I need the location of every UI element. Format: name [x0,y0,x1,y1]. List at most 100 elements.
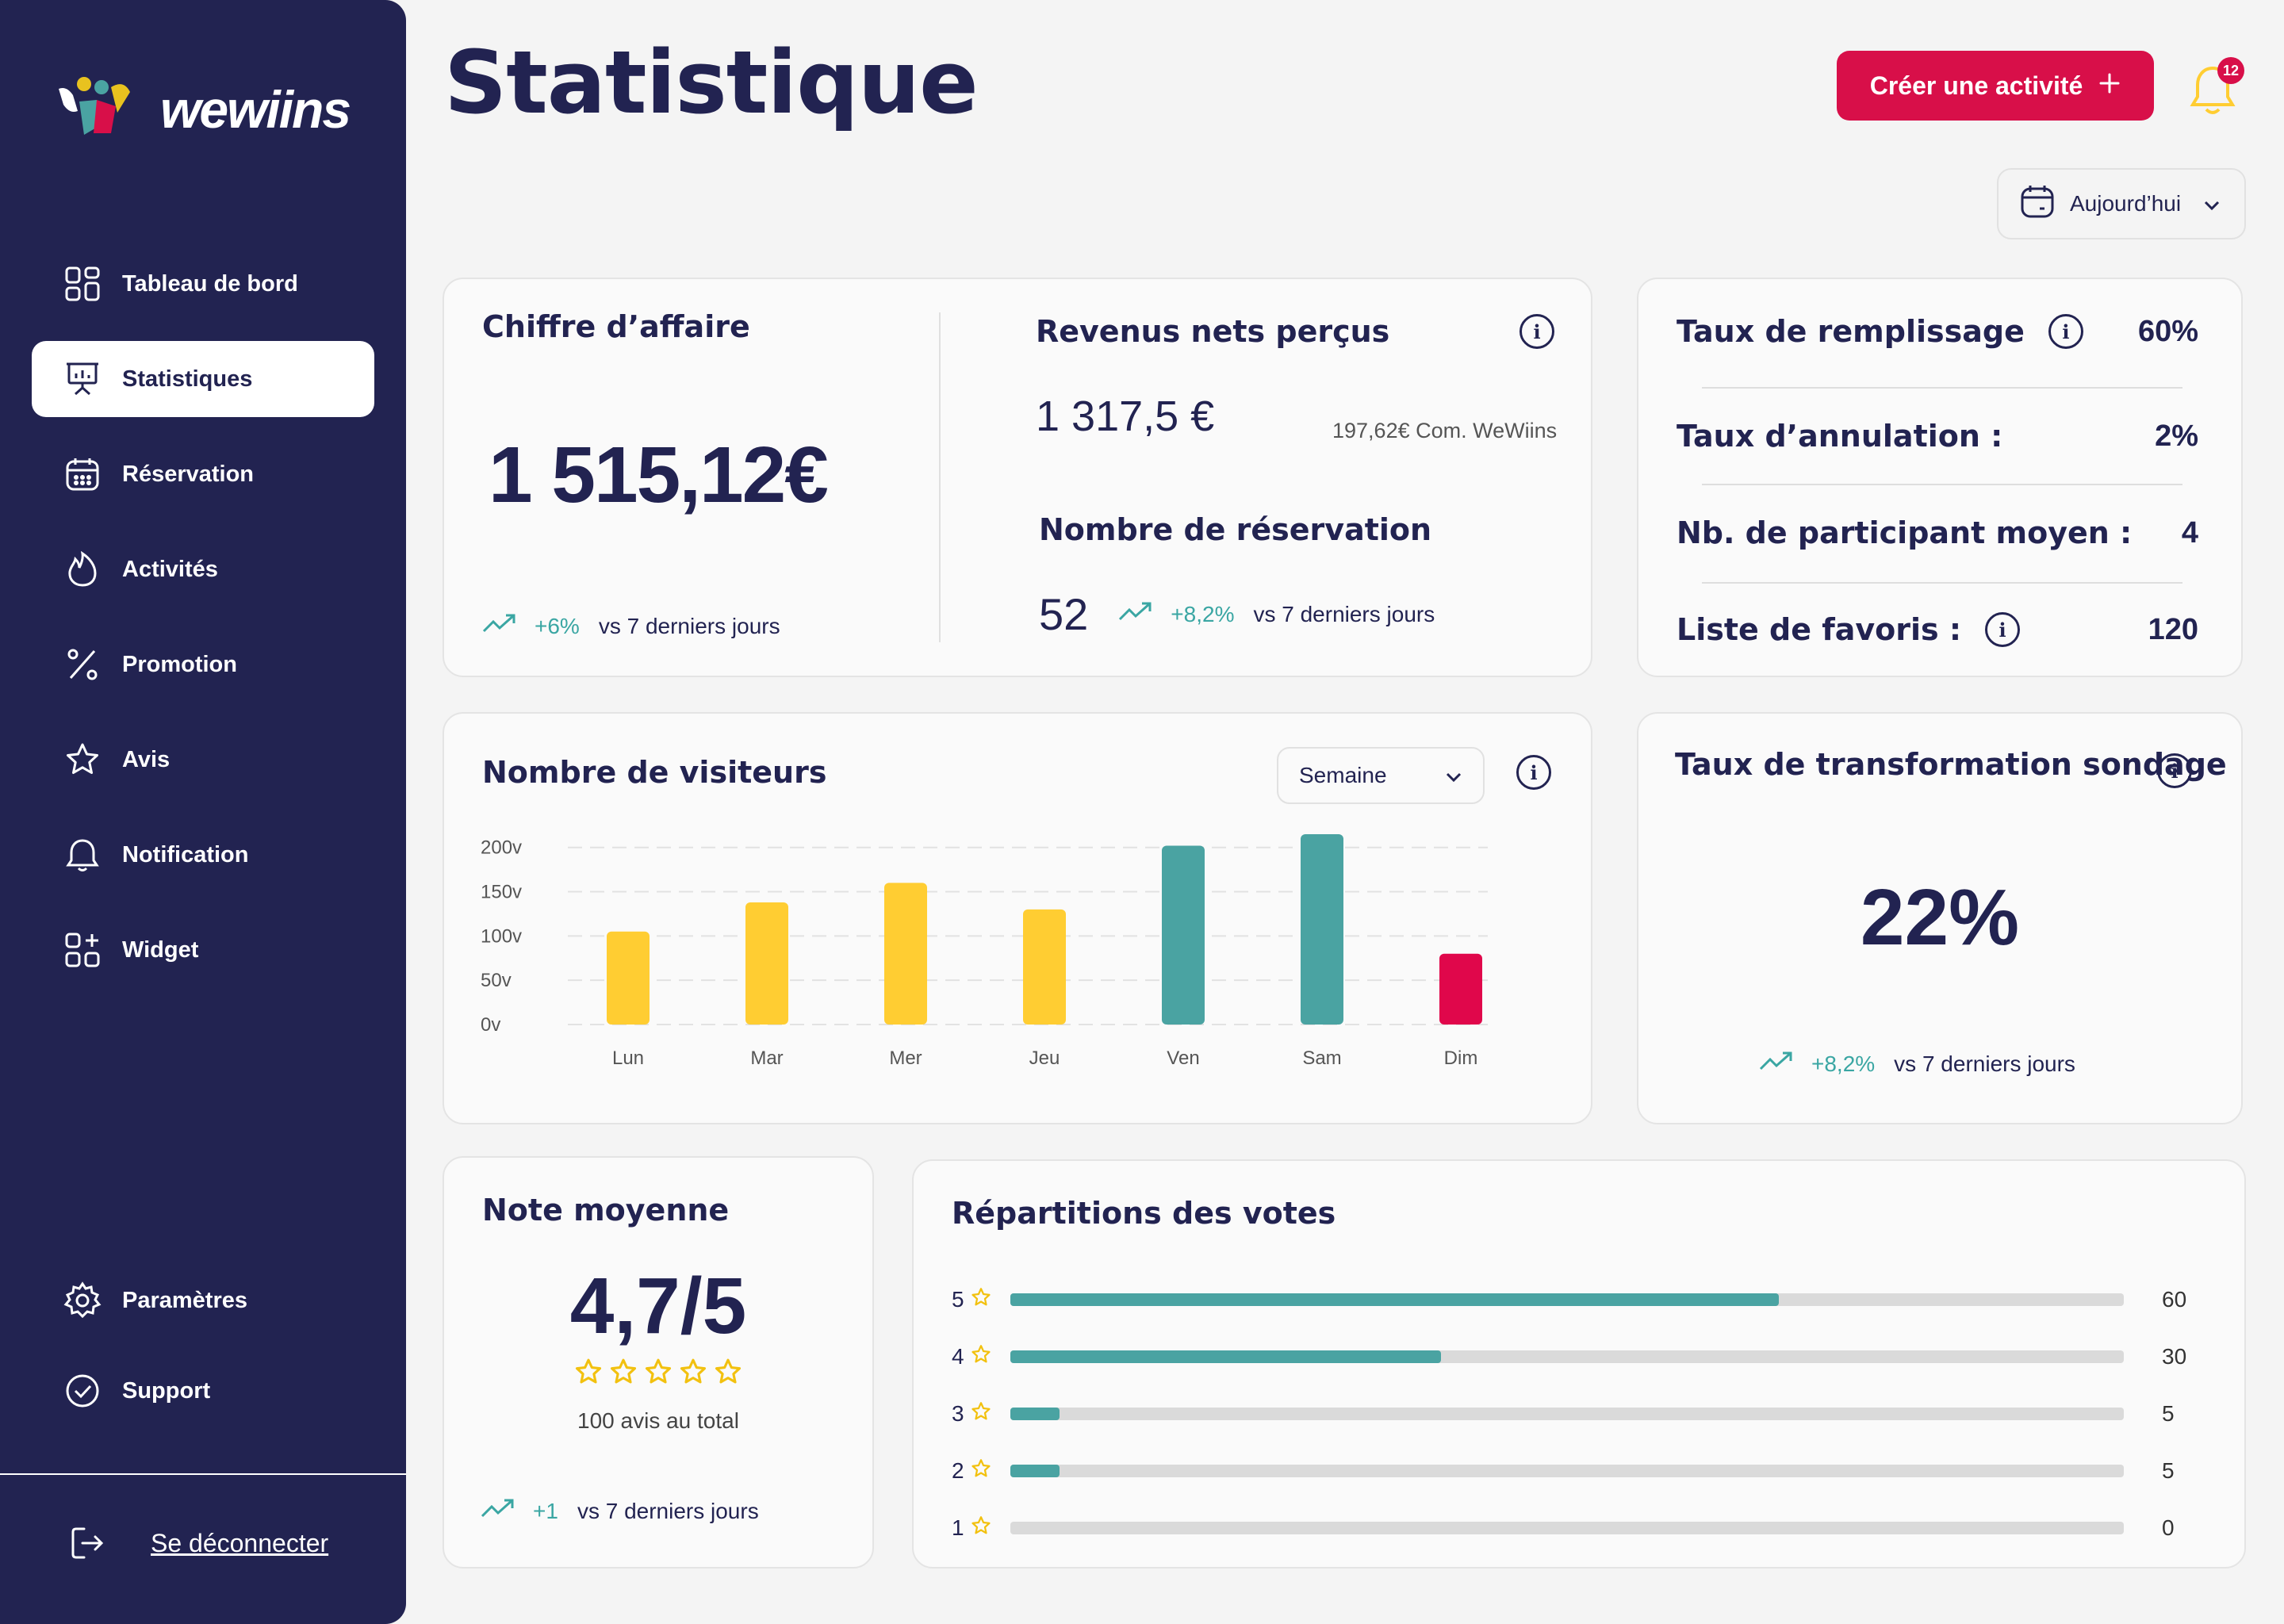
create-activity-label: Créer une activité [1869,71,2083,100]
avg-participants-label: Nb. de participant moyen : [1677,515,2133,550]
wewiins-logo-mark [59,77,130,135]
sidebar-item-reservation[interactable]: Réservation [32,436,374,512]
trend-up-icon [1759,1050,1794,1078]
survey-trend-label: vs 7 derniers jours [1894,1051,2075,1076]
presentation-chart-icon [63,360,102,398]
sidebar-item-promotion[interactable]: Promotion [32,626,374,703]
revenue-trend: +6% vs 7 derniers jours [482,612,780,640]
visitors-title: Nombre de visiteurs [482,755,827,790]
notifications-button[interactable]: 12 [2189,57,2244,121]
sidebar-item-statistics[interactable]: Statistiques [32,341,374,417]
y-tick-label: 100v [481,925,522,947]
bar-sam[interactable] [1301,834,1343,1025]
info-icon[interactable]: i [1516,755,1551,790]
notification-count-badge: 12 [2217,57,2244,84]
star-icon [971,1344,1010,1370]
cancel-rate-value: 2% [2155,419,2198,453]
vote-progress-fill [1010,1408,1060,1420]
star-icon [714,1358,742,1390]
rating-total: 100 avis au total [577,1408,739,1433]
create-activity-button[interactable]: Créer une activité [1837,51,2154,121]
commission-note: 197,62€ Com. WeWiins [1332,419,1558,442]
vote-row: 4 30 [952,1337,2236,1377]
sidebar-item-label: Activités [122,556,218,582]
vote-count: 5 [2162,1458,2175,1483]
chevron-down-icon [1445,763,1462,788]
star-icon [574,1358,603,1390]
percent-icon [63,645,102,684]
bar-mar[interactable] [745,902,788,1025]
vote-stars-label: 1 [952,1515,964,1540]
trend-up-icon [1118,600,1153,628]
sidebar-item-notification[interactable]: Notification [32,817,374,893]
bar-jeu[interactable] [1023,909,1066,1025]
favorites-row: Liste de favoris : i 120 [1677,612,2198,647]
vote-stars-label: 2 [952,1458,964,1483]
vote-stars-label: 3 [952,1401,964,1426]
sidebar-item-label: Paramètres [122,1287,247,1313]
row-divider [1702,484,2182,485]
favorites-label: Liste de favoris : [1677,612,1962,647]
sidebar-item-widget[interactable]: Widget [32,912,374,988]
date-range-value: Aujourd’hui [2070,191,2182,216]
net-revenue-title: Revenus nets perçus [1036,314,1390,349]
sidebar-item-label: Widget [122,936,199,963]
calendar-icon [63,455,102,493]
bookings-trend: 52 +8,2% vs 7 derniers jours [1039,588,1435,640]
sidebar-item-dashboard[interactable]: Tableau de bord [32,246,374,322]
info-icon[interactable]: i [1985,612,2021,647]
brand-logo[interactable]: wewiins [56,71,357,151]
star-icon [971,1287,1010,1313]
star-icon [63,741,102,779]
sidebar-item-label: Notification [122,841,249,868]
grid-icon [63,265,102,303]
sidebar-item-label: Réservation [122,461,255,487]
visitors-bar-chart: 200v 150v 100v 50v 0v Lun Mar Mer Jeu Ven Sam Dim [481,834,1488,1069]
bell-icon [63,836,102,874]
rating-value: 4,7/5 [569,1262,747,1350]
x-tick-label: Ven [1167,1048,1199,1069]
vote-progress-track [1010,1293,2124,1306]
info-icon[interactable]: i [2157,753,2192,788]
votes-card: Répartitions des votes 5 60 4 30 3 5 2 5 1 0 [912,1159,2246,1568]
sidebar-item-activities[interactable]: Activités [32,531,374,607]
info-icon[interactable]: i [1519,314,1554,349]
period-value: Semaine [1299,763,1387,787]
bar-dim[interactable] [1439,953,1482,1025]
period-dropdown[interactable]: Semaine [1277,747,1485,804]
bookings-trend-label: vs 7 derniers jours [1253,601,1435,626]
vote-count: 30 [2162,1344,2187,1369]
plus-icon [2098,71,2121,101]
bookings-value: 52 [1039,589,1089,639]
avg-participants-value: 4 [2181,515,2198,550]
revenue-trend-label: vs 7 derniers jours [598,613,780,638]
x-tick-label: Dim [1444,1048,1478,1069]
rating-stars [444,1358,872,1390]
row-divider [1702,582,2182,584]
logout-link[interactable]: Se déconnecter [65,1521,328,1565]
vote-progress-track [1010,1408,2124,1420]
calendar-icon [2019,183,2056,225]
visitors-card: Nombre de visiteurs Semaine i 200v 150v 10… [443,712,1592,1124]
date-range-dropdown[interactable]: Aujourd’hui [1997,168,2246,239]
trend-up-icon [481,1497,515,1525]
y-tick-label: 200v [481,837,522,859]
survey-trend-percent: +8,2% [1811,1051,1876,1076]
logout-label: Se déconnecter [151,1528,329,1557]
bar-mer[interactable] [884,883,927,1025]
sidebar-item-support[interactable]: Support [32,1353,374,1429]
sidebar-item-reviews[interactable]: Avis [32,722,374,798]
bar-lun[interactable] [607,931,650,1025]
survey-value: 22% [1860,873,2020,962]
logout-icon [65,1521,109,1565]
bar-ven[interactable] [1162,845,1205,1025]
brand-name: wewiins [160,80,351,139]
sidebar-item-settings[interactable]: Paramètres [32,1262,374,1339]
rating-card: Note moyenne 4,7/5 100 avis au total +1 … [443,1156,874,1568]
info-icon[interactable]: i [2048,314,2083,349]
x-tick-label: Mar [750,1048,783,1069]
revenue-trend-percent: +6% [535,613,580,638]
vote-stars-label: 5 [952,1287,964,1312]
rates-card: Taux de remplissage i 60% Taux d’annulati… [1637,278,2243,677]
